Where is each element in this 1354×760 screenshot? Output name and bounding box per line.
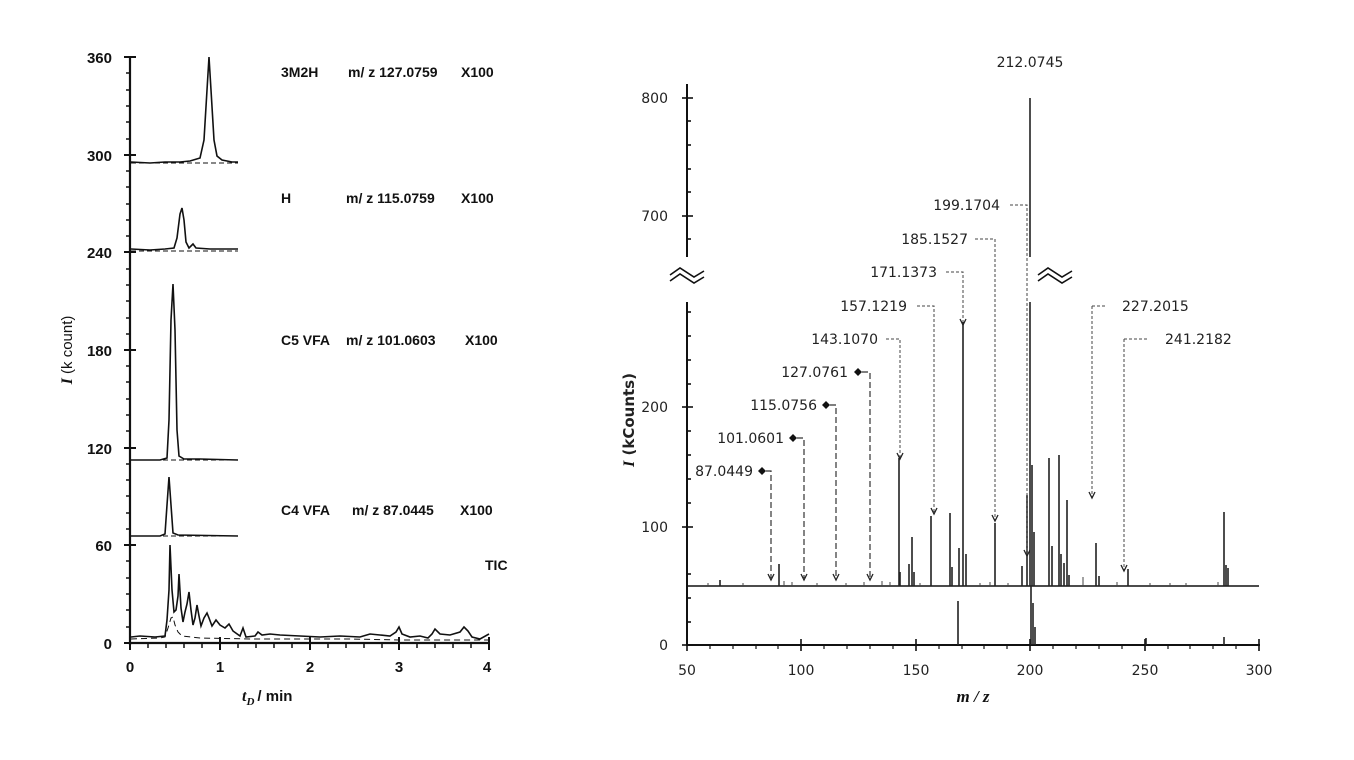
right-y-tick: 100 [641,520,668,536]
right-y-axis-label: I (kCounts) [620,373,638,468]
peak-label: 241.2182 [1165,332,1232,348]
trace-label-scale: X100 [461,64,494,80]
lower-spectrum-peaks [957,586,1225,645]
left-y-tick: 240 [87,245,112,262]
trace-label-scale: X100 [461,190,494,206]
left-y-tick: 60 [95,538,112,555]
left-y-tick: 120 [87,441,112,458]
peak-label: 227.2015 [1122,299,1189,315]
left-x-tick: 4 [483,659,492,676]
peak-label: 101.0601 [717,431,784,447]
axis-break-icon [669,267,1073,284]
left-x-axis-label: tD / min [242,688,292,708]
peak-label: 199.1704 [933,198,1000,214]
left-x-tick-labels: 0 1 2 3 4 [126,659,492,676]
trace-3m2h [130,56,238,164]
right-mass-spectrum-chart: 800 700 200 100 0 50 100 150 200 250 300… [620,55,1272,706]
right-x-tick: 50 [678,663,696,679]
trace-label-name: C4 VFA [281,502,330,518]
right-y-tick-labels: 800 700 200 100 0 [641,91,668,654]
peak-label: 171.1373 [870,265,937,281]
left-x-tick: 2 [306,659,314,676]
trace-label-scale: X100 [465,332,498,348]
left-y-minor-ticks [126,72,130,628]
trace-c4-vfa [131,476,239,537]
right-y-tick: 800 [641,91,668,107]
trace-c5-vfa [131,283,239,461]
right-y-ticks-upper [682,97,693,240]
peak-label: 143.1070 [811,332,878,348]
trace-label-mz: m/ z 101.0603 [346,332,436,348]
right-y-tick: 700 [641,209,668,225]
dotted-annotation-lines [886,204,1147,570]
peak-annotation-labels: 199.1704 185.1527 171.1373 157.1219 143.… [695,198,1000,480]
left-x-tick: 1 [216,659,224,676]
left-x-tick: 0 [126,659,134,676]
trace-label-name: C5 VFA [281,332,330,348]
right-x-axis-label: m / z [956,687,989,706]
peak-annotation-labels-right: 227.2015 241.2182 [1122,299,1232,348]
left-y-axis-label: I (k count) [59,316,76,386]
right-x-minor-ticks [709,645,1237,649]
right-y-tick: 0 [659,638,668,654]
right-x-tick: 200 [1017,663,1044,679]
trace-label-mz: m/ z 127.0759 [348,64,438,80]
left-y-tick: 360 [87,50,112,67]
trace-label-scale: X100 [460,502,493,518]
dashed-annotation-lines [766,371,871,578]
trace-label-name: H [281,190,291,206]
right-x-tick-labels: 50 100 150 200 250 300 [678,663,1272,679]
trace-label-mz: m/ z 87.0445 [352,502,434,518]
right-x-tick: 300 [1246,663,1273,679]
left-y-tick: 180 [87,343,112,360]
upper-spectrum-peaks [719,98,1229,586]
right-x-tick: 100 [788,663,815,679]
upper-spectrum-noise [707,577,1219,586]
peak-label-212: 212.0745 [997,55,1064,71]
trace-label-name: TIC [485,557,508,573]
diamond-marker-icons [758,368,862,475]
right-y-tick: 200 [641,400,668,416]
trace-tic [130,544,490,641]
peak-label: 185.1527 [901,232,968,248]
left-chromatogram-chart: 360 300 240 180 120 60 0 0 1 2 3 4 tD / m… [59,50,508,708]
peak-label: 157.1219 [840,299,907,315]
right-x-ticks [686,639,1260,651]
peak-label: 115.0756 [750,398,817,414]
right-y-ticks-lower [682,311,693,646]
trace-label-mz: m/ z 115.0759 [346,190,435,206]
left-y-tick: 0 [104,636,112,653]
right-x-tick: 150 [903,663,930,679]
left-y-tick: 300 [87,148,112,165]
trace-label-name: 3M2H [281,64,318,80]
peak-label: 87.0449 [695,464,753,480]
left-y-tick-labels: 360 300 240 180 120 60 0 [87,50,112,653]
right-x-tick: 250 [1132,663,1159,679]
left-x-minor-ticks [147,643,472,648]
left-trace-labels: 3M2H m/ z 127.0759 X100 H m/ z 115.0759 … [281,64,508,573]
peak-label: 127.0761 [781,365,848,381]
arrowhead-icons [767,318,1128,582]
trace-h [130,207,238,252]
left-x-tick: 3 [395,659,403,676]
